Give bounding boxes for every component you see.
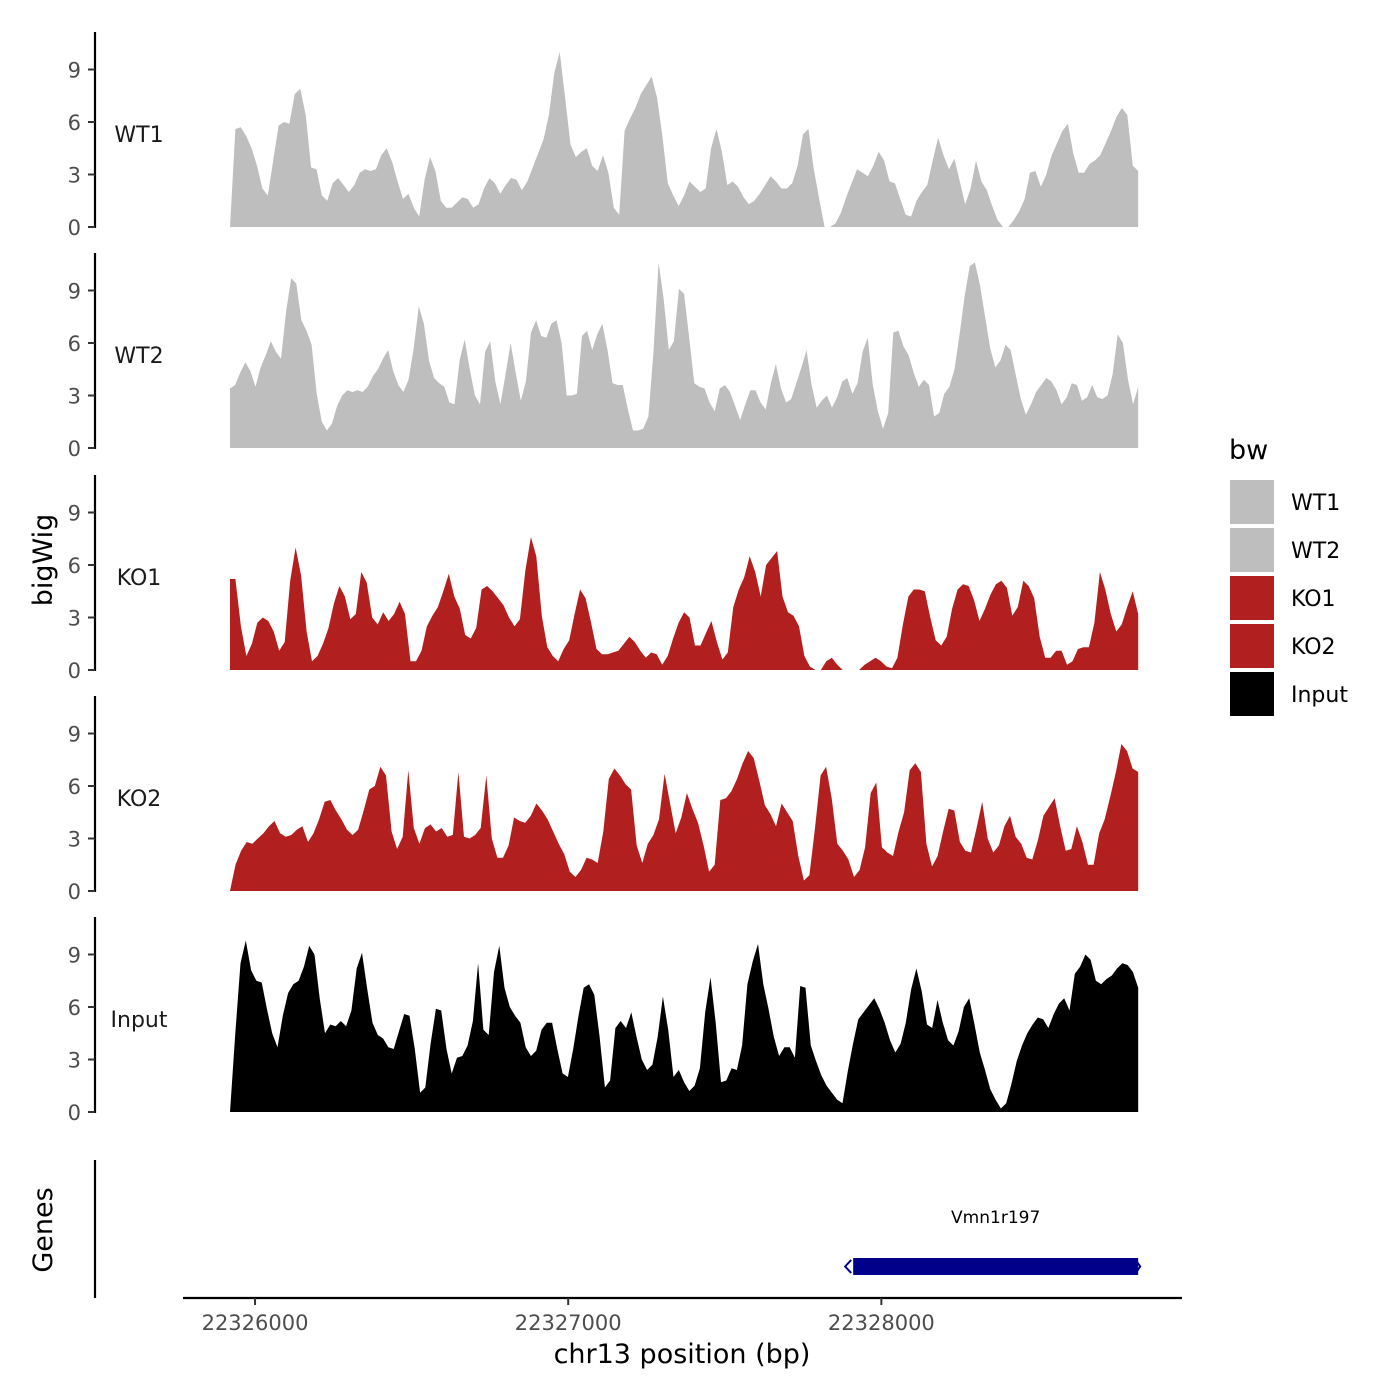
legend-item-ko1: KO1 [1230, 576, 1336, 620]
legend-item-wt2: WT2 [1230, 528, 1340, 572]
y-tick-label: 0 [68, 437, 81, 461]
x-tick-label: 22326000 [202, 1311, 309, 1335]
legend-item-ko2: KO2 [1230, 624, 1336, 668]
legend-item-input: Input [1230, 672, 1348, 716]
y-tick-label: 6 [68, 111, 81, 135]
strand-arrow-icon [1136, 1261, 1142, 1272]
y-tick-label: 0 [68, 216, 81, 240]
y-tick-label: 0 [68, 880, 81, 904]
track-ko2: 0 3 6 9 KO2 [68, 696, 1139, 904]
track-label: WT1 [114, 123, 163, 148]
strand-arrow-icon [843, 1259, 852, 1274]
y-tick-label: 6 [68, 775, 81, 799]
gene-vmn1r197: Vmn1r197 [843, 1208, 1142, 1275]
y-tick-label: 9 [68, 502, 81, 526]
x-axis-title: chr13 position (bp) [554, 1339, 811, 1370]
legend-label: WT1 [1291, 491, 1340, 516]
track-label: Input [111, 1008, 168, 1033]
y-tick-label: 6 [68, 554, 81, 578]
area-wt1 [230, 52, 1139, 227]
y-tick-label: 6 [68, 996, 81, 1020]
track-input: 0 3 6 9 Input [68, 917, 1139, 1125]
legend-swatch [1230, 672, 1274, 716]
genes-axis-title: Genes [28, 1187, 59, 1272]
legend-item-wt1: WT1 [1230, 480, 1340, 524]
genes-track: Vmn1r197 [93, 1160, 1142, 1298]
track-wt2: 0 3 6 9 WT2 [68, 253, 1139, 461]
track-label: WT2 [114, 344, 163, 369]
legend-swatch [1230, 576, 1274, 620]
legend-swatch [1230, 528, 1274, 572]
x-tick-label: 22327000 [515, 1311, 622, 1335]
legend-label: KO1 [1291, 587, 1336, 612]
y-tick-label: 6 [68, 332, 81, 356]
y-tick-label: 3 [68, 828, 81, 852]
gene-body [853, 1258, 1139, 1275]
y-tick-label: 9 [68, 280, 81, 304]
area-ko1 [230, 537, 1139, 670]
y-tick-label: 3 [68, 385, 81, 409]
area-wt2 [230, 262, 1139, 448]
y-tick-label: 3 [68, 164, 81, 188]
track-ko1: 0 3 6 9 KO1 [68, 475, 1139, 683]
y-tick-label: 0 [68, 1101, 81, 1125]
y-tick-label: 0 [68, 659, 81, 683]
y-tick-label: 9 [68, 59, 81, 83]
legend-label: WT2 [1291, 539, 1340, 564]
y-tick-label: 9 [68, 723, 81, 747]
bigwig-tracks: 0 3 6 9 WT1 0 3 6 9 WT2 0 3 6 9 KO1 0 3 6 9 KO2 0 3 6 9 Input [68, 32, 1139, 1125]
x-tick-label: 22328000 [828, 1311, 935, 1335]
gene-label: Vmn1r197 [951, 1208, 1040, 1228]
y-tick-label: 3 [68, 1049, 81, 1073]
area-input [230, 940, 1139, 1112]
legend-label: KO2 [1291, 635, 1336, 660]
y-axis-title: bigWig [28, 514, 59, 607]
y-tick-label: 3 [68, 607, 81, 631]
legend: bw WT1 WT2 KO1 KO2 Input [1229, 435, 1348, 716]
area-ko2 [230, 744, 1139, 891]
legend-title: bw [1229, 435, 1268, 466]
x-axis: 22326000 22327000 22328000 [183, 1296, 1182, 1335]
legend-label: Input [1291, 683, 1348, 708]
legend-swatch [1230, 480, 1274, 524]
y-tick-label: 9 [68, 944, 81, 968]
track-label: KO1 [117, 566, 162, 591]
legend-swatch [1230, 624, 1274, 668]
track-label: KO2 [117, 787, 162, 812]
track-wt1: 0 3 6 9 WT1 [68, 32, 1139, 240]
